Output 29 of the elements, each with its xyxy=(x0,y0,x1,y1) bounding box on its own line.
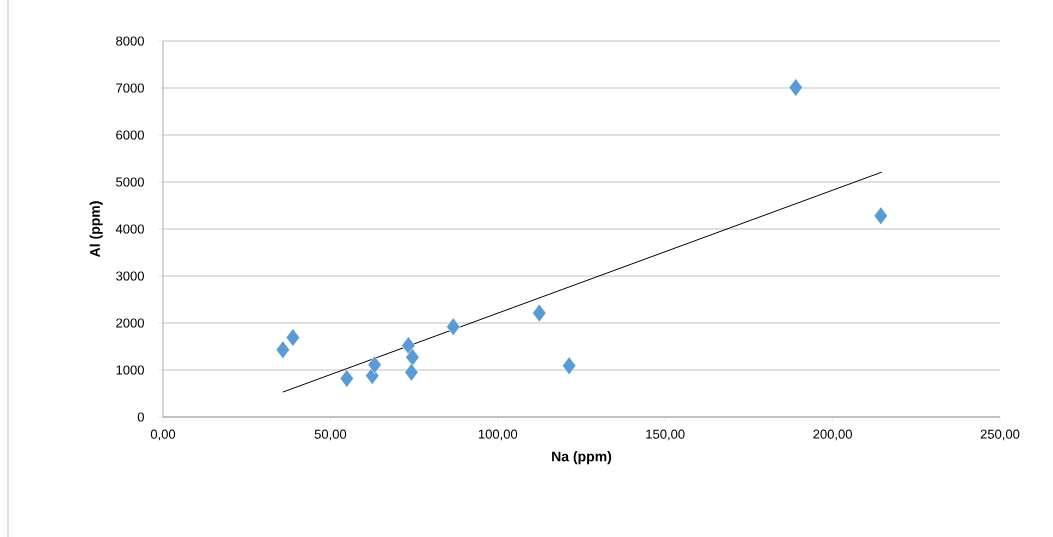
x-axis-title: Na (ppm) xyxy=(552,451,612,465)
point xyxy=(275,340,290,360)
point xyxy=(401,336,416,355)
y-tick-label: 6000 xyxy=(116,130,144,140)
y-tick-label: 4000 xyxy=(115,224,144,234)
y-tick-label: 1000 xyxy=(116,365,144,375)
x-tick-label: 0,00 xyxy=(150,429,176,441)
y-tick-label: 7000 xyxy=(116,83,144,93)
point xyxy=(532,303,547,323)
y-tick-label: 3000 xyxy=(116,271,144,281)
x-tick-label: 100,00 xyxy=(478,429,518,441)
point xyxy=(285,328,300,347)
point xyxy=(446,317,461,337)
point xyxy=(339,369,354,388)
y-tick-label: 2000 xyxy=(116,318,144,328)
x-tick-label: 250,00 xyxy=(980,429,1020,441)
y-tick-label: 0 xyxy=(137,412,144,422)
y-tick-label: 8000 xyxy=(116,36,144,46)
point xyxy=(404,363,419,382)
point xyxy=(405,348,420,367)
point xyxy=(367,355,382,375)
point xyxy=(873,206,888,226)
x-tick-label: 200,00 xyxy=(813,429,852,441)
x-tick-label: 50,00 xyxy=(314,429,347,441)
y-tick-label: 5000 xyxy=(116,177,144,187)
y-axis-title: Al (ppm) xyxy=(89,201,103,258)
x-tick-label: 150,00 xyxy=(646,429,685,441)
point xyxy=(788,78,803,97)
point xyxy=(562,356,577,376)
